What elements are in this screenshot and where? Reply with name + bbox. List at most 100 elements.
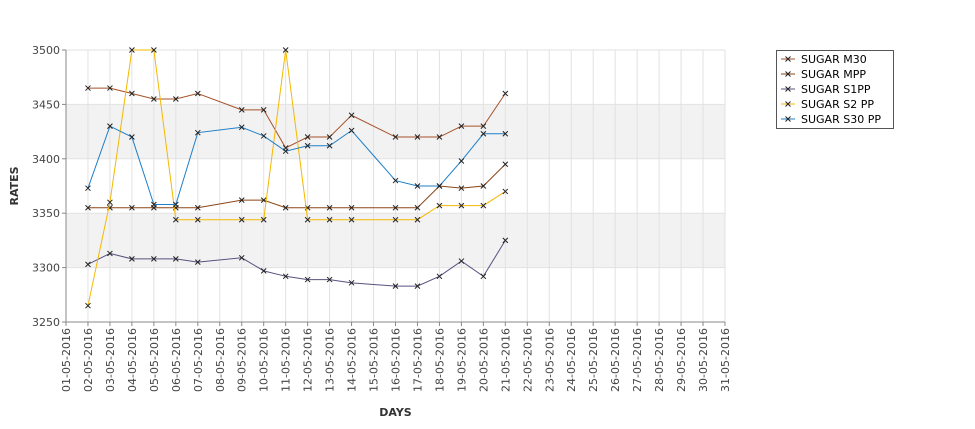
data-point bbox=[238, 216, 245, 223]
x-tick-label: 30-05-2016 bbox=[697, 328, 710, 392]
x-tick-label: 04-05-2016 bbox=[126, 328, 139, 392]
legend-item: SUGAR S30 PP bbox=[781, 113, 881, 126]
data-point bbox=[194, 129, 201, 136]
x-tick-label: 27-05-2016 bbox=[631, 328, 644, 392]
x-tick-label: 19-05-2016 bbox=[455, 328, 468, 392]
x-tick-label: 31-05-2016 bbox=[719, 328, 732, 392]
data-point bbox=[502, 188, 509, 195]
data-point bbox=[502, 130, 509, 137]
y-tick-label: 3250 bbox=[32, 316, 60, 329]
x-tick-label: 13-05-2016 bbox=[324, 328, 337, 392]
x-tick-label: 08-05-2016 bbox=[214, 328, 227, 392]
data-point bbox=[194, 90, 201, 97]
data-point bbox=[392, 204, 399, 211]
data-point bbox=[326, 276, 333, 283]
x-tick-label: 15-05-2016 bbox=[368, 328, 381, 392]
data-point bbox=[392, 177, 399, 184]
data-point bbox=[436, 183, 443, 189]
data-point bbox=[129, 256, 135, 262]
x-tick-label: 06-05-2016 bbox=[170, 328, 183, 392]
x-tick-label: 11-05-2016 bbox=[280, 328, 293, 392]
data-point bbox=[282, 148, 289, 155]
legend-marker bbox=[785, 101, 791, 107]
data-point bbox=[151, 201, 157, 208]
data-point bbox=[107, 85, 113, 91]
series-sugar-mpp bbox=[85, 161, 509, 211]
y-tick-label: 3500 bbox=[32, 44, 60, 57]
data-point bbox=[392, 134, 399, 140]
legend-label: SUGAR MPP bbox=[801, 68, 866, 81]
legend-label: SUGAR M30 bbox=[801, 53, 867, 66]
x-tick-label: 18-05-2016 bbox=[433, 328, 446, 392]
series-sugar-s2-pp bbox=[85, 47, 509, 309]
data-point bbox=[151, 256, 157, 262]
data-point bbox=[282, 273, 289, 280]
series-line bbox=[87, 125, 506, 205]
x-tick-label: 09-05-2016 bbox=[236, 328, 249, 392]
data-point bbox=[85, 85, 91, 91]
y-tick-label: 3300 bbox=[32, 262, 60, 275]
data-point bbox=[414, 204, 421, 211]
x-tick-label: 02-05-2016 bbox=[82, 328, 95, 392]
data-point bbox=[326, 134, 333, 140]
x-tick-label: 01-05-2016 bbox=[60, 328, 73, 392]
data-point bbox=[238, 124, 245, 131]
data-point bbox=[436, 202, 443, 209]
data-point bbox=[107, 250, 113, 257]
data-point bbox=[151, 47, 157, 53]
data-point bbox=[194, 216, 201, 223]
data-point bbox=[260, 197, 267, 203]
data-point bbox=[238, 197, 245, 203]
x-tick-label: 20-05-2016 bbox=[477, 328, 490, 392]
data-point bbox=[172, 96, 179, 102]
legend-item: SUGAR S2 PP bbox=[781, 98, 874, 111]
data-point bbox=[129, 204, 135, 211]
data-point bbox=[458, 158, 465, 164]
y-tick-label: 3400 bbox=[32, 153, 60, 166]
x-tick-label: 22-05-2016 bbox=[521, 328, 534, 392]
data-point bbox=[85, 204, 91, 211]
series-line bbox=[87, 49, 506, 306]
x-tick-label: 26-05-2016 bbox=[609, 328, 622, 392]
data-point bbox=[129, 90, 135, 97]
legend-marker bbox=[785, 116, 791, 122]
legend-label: SUGAR S2 PP bbox=[801, 98, 874, 111]
data-point bbox=[85, 302, 91, 309]
data-point bbox=[348, 279, 355, 286]
legend-item: SUGAR M30 bbox=[781, 53, 867, 66]
legend-box bbox=[776, 50, 894, 129]
data-point bbox=[502, 237, 509, 244]
y-axis-ticks: 3250 3300 3350 3400 3450 3500 bbox=[32, 44, 66, 329]
x-tick-label: 14-05-2016 bbox=[346, 328, 359, 392]
series-sugar-s1pp bbox=[85, 237, 509, 289]
data-point bbox=[129, 134, 135, 140]
data-point bbox=[194, 259, 201, 266]
data-point bbox=[348, 112, 355, 119]
x-tick-label: 05-05-2016 bbox=[148, 328, 161, 392]
data-point bbox=[238, 106, 245, 113]
data-point bbox=[85, 261, 91, 268]
series-lines bbox=[85, 47, 509, 309]
data-point bbox=[392, 283, 399, 289]
legend-item: SUGAR S1PP bbox=[781, 83, 871, 96]
series-line bbox=[87, 163, 506, 209]
data-point bbox=[172, 256, 179, 262]
data-point bbox=[414, 216, 421, 223]
data-point bbox=[392, 216, 399, 223]
x-tick-label: 03-05-2016 bbox=[104, 328, 117, 392]
data-point bbox=[480, 202, 487, 209]
data-point bbox=[436, 134, 443, 140]
data-point bbox=[194, 204, 201, 211]
x-tick-label: 07-05-2016 bbox=[192, 328, 205, 392]
x-tick-label: 29-05-2016 bbox=[675, 328, 688, 392]
x-axis-ticks: 01-05-2016 02-05-2016 03-05-2016 04-05-2016… bbox=[60, 322, 732, 392]
data-point bbox=[414, 134, 421, 140]
data-point bbox=[326, 216, 333, 223]
y-tick-label: 3350 bbox=[32, 207, 60, 220]
data-point bbox=[282, 47, 289, 53]
legend-item: SUGAR MPP bbox=[781, 68, 866, 81]
series-sugar-m30 bbox=[85, 85, 509, 151]
data-point bbox=[348, 216, 355, 223]
x-tick-label: 28-05-2016 bbox=[653, 328, 666, 392]
data-point bbox=[436, 273, 443, 280]
